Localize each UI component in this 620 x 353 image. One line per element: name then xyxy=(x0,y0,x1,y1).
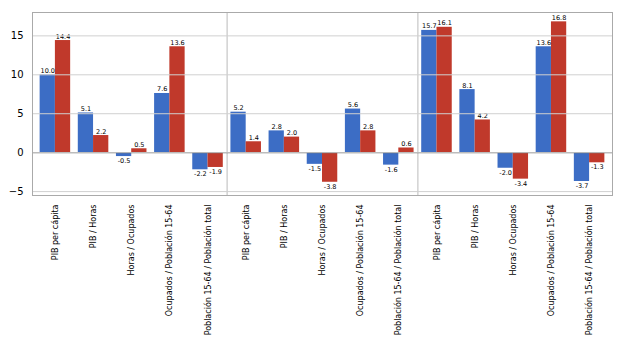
svg-text:8.1: 8.1 xyxy=(462,82,472,90)
svg-text:2.0: 2.0 xyxy=(287,129,297,137)
svg-text:Población 15-64 / Población to: Población 15-64 / Población total xyxy=(584,205,594,336)
svg-text:-1.9: -1.9 xyxy=(209,168,222,176)
svg-text:-1.5: -1.5 xyxy=(309,165,322,173)
svg-text:10.0: 10.0 xyxy=(41,67,55,75)
svg-text:PIB / Horas: PIB / Horas xyxy=(280,205,289,249)
svg-text:16.8: 16.8 xyxy=(552,14,566,22)
svg-text:-3.7: -3.7 xyxy=(576,182,589,190)
svg-text:Ocupados / Población 15-64: Ocupados / Población 15-64 xyxy=(546,205,556,317)
svg-text:13.6: 13.6 xyxy=(537,39,551,47)
svg-text:16.1: 16.1 xyxy=(437,19,451,27)
svg-text:PIB / Horas: PIB / Horas xyxy=(471,205,480,249)
svg-text:-3.4: -3.4 xyxy=(515,180,528,188)
svg-text:Horas / Ocupados: Horas / Ocupados xyxy=(318,205,327,276)
svg-text:0.5: 0.5 xyxy=(134,141,144,149)
svg-text:2.2: 2.2 xyxy=(96,128,106,136)
svg-text:-3.8: -3.8 xyxy=(324,183,337,191)
svg-text:PIB per cápita: PIB per cápita xyxy=(51,204,60,260)
svg-text:15: 15 xyxy=(11,30,24,41)
svg-text:Población 15-64 / Población to: Población 15-64 / Población total xyxy=(393,205,403,336)
svg-text:-1.3: -1.3 xyxy=(591,163,604,171)
svg-text:5.2: 5.2 xyxy=(233,104,243,112)
svg-text:10: 10 xyxy=(11,69,24,80)
svg-text:−5: −5 xyxy=(9,186,24,197)
svg-text:1.4: 1.4 xyxy=(249,134,259,142)
svg-text:Horas / Ocupados: Horas / Ocupados xyxy=(127,205,136,276)
svg-text:15.7: 15.7 xyxy=(422,22,436,30)
svg-text:13.6: 13.6 xyxy=(170,39,184,47)
svg-text:Ocupados / Población 15-64: Ocupados / Población 15-64 xyxy=(164,205,174,317)
svg-text:-1.6: -1.6 xyxy=(385,166,398,174)
svg-text:7.6: 7.6 xyxy=(157,85,167,93)
svg-text:PIB per cápita: PIB per cápita xyxy=(433,204,442,260)
svg-text:PIB / Horas: PIB / Horas xyxy=(89,205,98,249)
svg-text:2.8: 2.8 xyxy=(363,123,373,131)
svg-text:Ocupados / Población 15-64: Ocupados / Población 15-64 xyxy=(355,205,365,317)
svg-text:Horas / Ocupados: Horas / Ocupados xyxy=(509,205,518,276)
svg-text:PIB per cápita: PIB per cápita xyxy=(242,204,251,260)
svg-text:-2.2: -2.2 xyxy=(194,170,207,178)
svg-text:-0.5: -0.5 xyxy=(118,157,131,165)
svg-text:5.1: 5.1 xyxy=(81,105,91,113)
svg-text:0.6: 0.6 xyxy=(401,140,411,148)
svg-text:5: 5 xyxy=(17,108,23,119)
svg-text:-2.0: -2.0 xyxy=(499,169,512,177)
svg-text:4.2: 4.2 xyxy=(478,112,488,120)
svg-text:2.8: 2.8 xyxy=(272,123,282,131)
svg-text:0: 0 xyxy=(17,147,23,158)
svg-text:5.6: 5.6 xyxy=(348,101,358,109)
svg-text:14.4: 14.4 xyxy=(56,33,70,41)
svg-text:Población 15-64 / Población to: Población 15-64 / Población total xyxy=(203,205,213,336)
